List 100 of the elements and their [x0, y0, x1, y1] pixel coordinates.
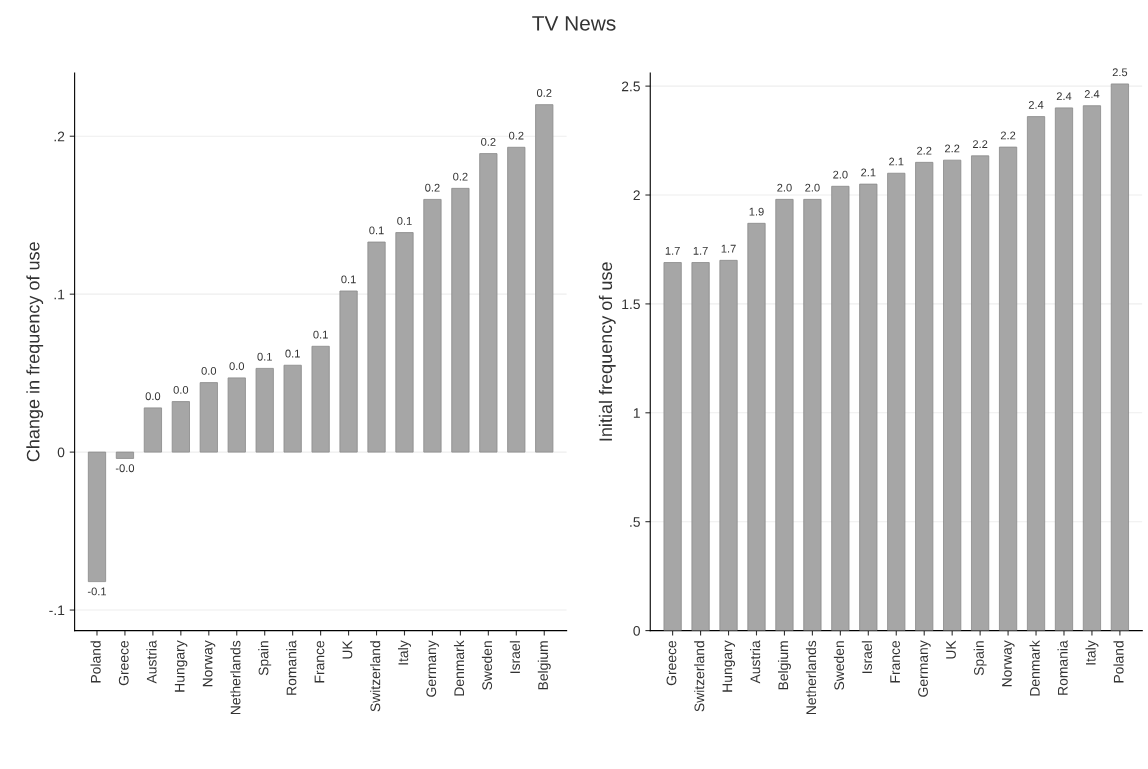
x-tick-label: Denmark [1029, 640, 1040, 696]
bar [423, 198, 442, 453]
data-label: 2.2 [945, 144, 960, 153]
y-tick-label: 0 [633, 625, 640, 636]
bar [859, 183, 878, 631]
bar [367, 241, 386, 453]
x-tick-label: Spain [258, 641, 272, 676]
bar [339, 290, 358, 453]
x-tick-label: Netherlands [805, 640, 817, 715]
data-label: 0.0 [201, 367, 217, 375]
data-label: 0.1 [257, 352, 272, 361]
x-tick-label: Netherlands [230, 640, 241, 715]
x-tick-label: Norway [1002, 640, 1015, 687]
data-label: 2.0 [833, 170, 848, 179]
data-label: 0.1 [285, 349, 300, 358]
y-axis-title: Initial frequency of use [598, 262, 616, 441]
y-axis-title: Change in frequency of use [26, 242, 44, 462]
bar [831, 185, 850, 631]
data-label: -0.0 [115, 464, 135, 473]
data-label: 2.2 [972, 140, 988, 148]
data-label: 0.0 [145, 392, 161, 401]
x-tick-label: Belgium [777, 641, 791, 690]
data-label: 2.4 [1028, 100, 1044, 109]
bar [663, 262, 682, 631]
data-label: 1.7 [693, 247, 708, 255]
x-tick-label: Norway [202, 640, 216, 687]
y-tick-label: 1 [633, 408, 640, 418]
bar [227, 377, 246, 453]
x-tick-label: Sweden [833, 641, 845, 690]
x-tick-label: Greece [666, 640, 677, 686]
bar [803, 198, 822, 631]
data-label: 2.2 [1000, 131, 1016, 140]
bar [143, 407, 162, 453]
bar [87, 451, 107, 583]
bar [691, 262, 710, 631]
data-label: 2.2 [917, 146, 932, 155]
data-label: 0.2 [453, 172, 468, 181]
x-tick-label: Spain [973, 641, 987, 676]
bar [719, 259, 738, 631]
data-label: 2.0 [805, 183, 820, 192]
bar [115, 451, 135, 459]
data-label: 0.1 [313, 330, 328, 339]
data-label: 2.0 [777, 183, 792, 192]
x-tick-label: UK [946, 640, 956, 659]
data-label: 0.1 [397, 216, 412, 225]
data-label: 2.1 [861, 168, 876, 177]
x-tick-label: Italy [398, 640, 411, 665]
bar [915, 161, 934, 631]
data-label: 0.0 [173, 385, 189, 394]
data-label: 1.9 [749, 207, 764, 216]
x-tick-label: Israel [861, 641, 873, 673]
y-tick-label: 0 [57, 447, 65, 458]
x-tick-label: Romania [286, 640, 297, 695]
x-tick-label: Greece [118, 640, 129, 686]
x-tick-label: Denmark [453, 640, 465, 696]
x-tick-label: Switzerland [694, 641, 705, 712]
x-tick-label: Hungary [174, 640, 188, 692]
data-label: 0.2 [536, 89, 552, 97]
data-label: 0.2 [425, 183, 440, 192]
bar [971, 155, 990, 631]
data-label: 1.7 [721, 244, 736, 253]
data-label: 2.5 [1112, 68, 1128, 77]
data-label: 0.1 [369, 226, 384, 235]
x-tick-label: Austria [750, 640, 761, 684]
x-tick-label: Romania [1057, 640, 1068, 695]
x-tick-label: Belgium [537, 641, 551, 690]
bar [1026, 116, 1046, 631]
x-tick-label: Germany [918, 640, 931, 697]
data-label: -0.1 [87, 587, 107, 596]
x-tick-label: France [890, 640, 900, 683]
bar [998, 146, 1018, 631]
y-tick-label: 2.5 [621, 81, 640, 92]
x-tick-label: Israel [509, 641, 521, 673]
bar [887, 172, 906, 631]
bar [255, 367, 274, 453]
data-label: 1.7 [665, 247, 680, 255]
x-tick-label: Austria [146, 640, 157, 684]
data-label: 2.4 [1056, 92, 1072, 101]
bar [1082, 105, 1102, 631]
x-tick-label: Poland [90, 641, 101, 683]
y-tick-label: .2 [54, 131, 65, 142]
x-tick-label: France [314, 640, 325, 683]
bar [535, 104, 554, 453]
chart-title: TV News [532, 16, 616, 31]
y-tick-label: 2 [633, 190, 640, 201]
y-tick-label: 1.5 [622, 299, 640, 310]
bar [283, 364, 302, 453]
x-tick-label: Sweden [481, 641, 493, 690]
bar [747, 222, 766, 631]
bar [171, 401, 190, 453]
x-tick-label: Poland [1113, 641, 1124, 683]
y-tick-label: .5 [630, 517, 640, 527]
bar [775, 198, 794, 631]
bar [507, 146, 526, 453]
bar [311, 345, 330, 453]
data-label: 0.0 [229, 362, 245, 371]
y-tick-label: -.1 [49, 605, 65, 616]
data-label: 2.4 [1084, 90, 1100, 98]
bar [395, 232, 414, 453]
x-tick-label: UK [342, 640, 353, 659]
